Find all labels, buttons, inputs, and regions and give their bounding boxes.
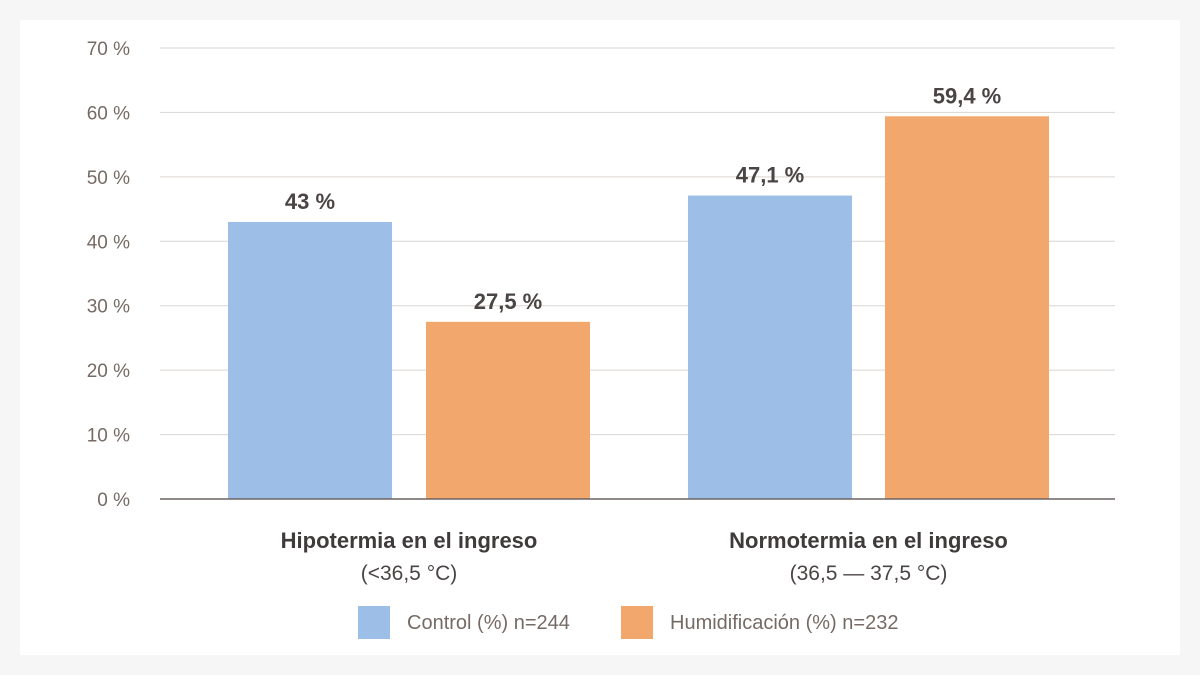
legend-label: Control (%) n=244 — [407, 612, 570, 634]
y-tick-label: 50 % — [87, 168, 130, 189]
bar-control — [228, 221, 392, 499]
y-tick-label: 40 % — [87, 232, 130, 253]
bar-control — [688, 195, 852, 499]
category-label: Hipotermia en el ingreso — [281, 528, 538, 553]
bar-humidificacion — [885, 116, 1049, 500]
data-label: 43 % — [285, 189, 335, 214]
category-sublabel: (36,5 — 37,5 °C) — [790, 562, 948, 585]
bar-humidificacion — [426, 321, 590, 499]
y-tick-label: 0 % — [97, 490, 130, 511]
legend-label: Humidificación (%) n=232 — [670, 612, 898, 634]
category-label: Normotermia en el ingreso — [729, 528, 1008, 553]
legend-swatch — [621, 606, 653, 639]
y-tick-label: 60 % — [87, 103, 130, 124]
category-sublabel: (<36,5 °C) — [361, 562, 458, 585]
y-tick-label: 30 % — [87, 297, 130, 318]
y-tick-label: 10 % — [87, 426, 130, 447]
y-tick-label: 20 % — [87, 361, 130, 382]
data-label: 27,5 % — [474, 289, 543, 314]
legend-swatch — [358, 606, 390, 639]
data-label: 59,4 % — [933, 83, 1002, 108]
data-label: 47,1 % — [736, 163, 805, 188]
y-tick-label: 70 % — [87, 39, 130, 60]
